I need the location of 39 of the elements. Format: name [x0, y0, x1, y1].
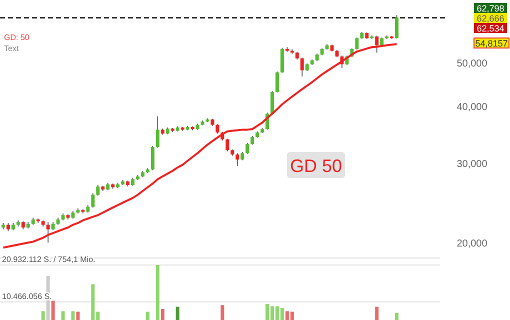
text: 62,534	[476, 24, 504, 34]
candlestick	[91, 192, 95, 208]
y-tick-label: 40,000	[456, 102, 488, 114]
candlestick	[280, 47, 284, 74]
y-tick-label: 30,000	[456, 158, 488, 170]
bar	[76, 312, 80, 320]
candlestick	[216, 124, 220, 134]
candlestick	[226, 138, 230, 152]
bar	[375, 306, 379, 320]
candlestick	[300, 57, 304, 77]
candlestick	[275, 71, 279, 93]
candlestick	[46, 222, 50, 244]
annotation: Text	[4, 44, 20, 53]
bar	[41, 311, 45, 320]
y-tick-label: 50,000	[456, 58, 488, 70]
candlestick	[246, 142, 250, 154]
bar	[156, 265, 160, 320]
bar	[71, 311, 75, 320]
bar	[176, 306, 180, 320]
bar	[51, 300, 55, 320]
candlestick	[395, 14, 399, 39]
candlestick	[236, 152, 240, 167]
y-tick-label: 20,000	[456, 238, 488, 250]
candlestick	[355, 37, 359, 50]
bar	[395, 312, 399, 320]
bar	[61, 311, 65, 320]
candlestick	[96, 184, 100, 196]
candlestick	[150, 145, 154, 171]
ref-line-label: 20.932.112 S. / 754,1 Mio.	[2, 255, 96, 264]
text: 62,666	[476, 14, 504, 24]
bar	[160, 309, 164, 320]
bar	[220, 305, 224, 320]
text: 54,8157	[475, 38, 508, 48]
text: GD 50	[290, 156, 342, 176]
bar	[146, 312, 150, 320]
ref-line-label: 10.466.056 S.	[2, 292, 52, 301]
text: 62,798	[476, 4, 504, 14]
candlestick	[156, 116, 160, 148]
annotation: GD: 50	[4, 33, 30, 42]
